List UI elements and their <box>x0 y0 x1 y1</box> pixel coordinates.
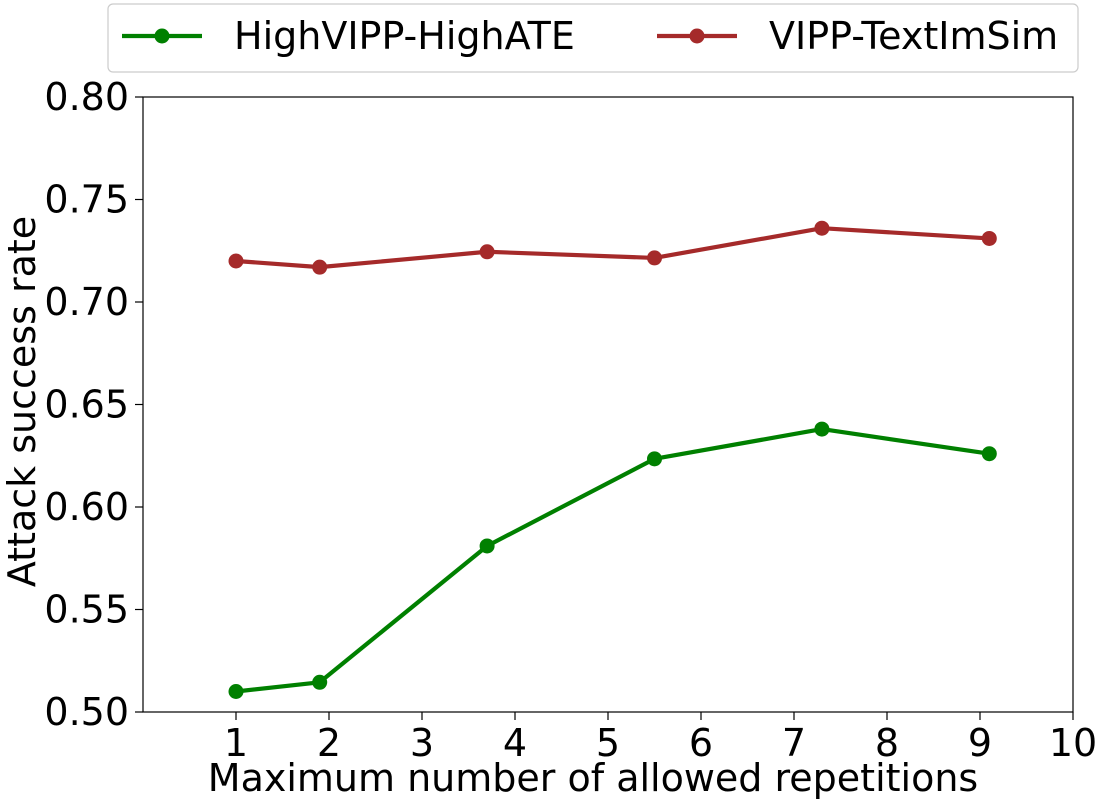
data-point <box>228 684 244 699</box>
series-layer <box>228 220 997 699</box>
data-point <box>647 250 662 266</box>
series-1 <box>228 421 997 699</box>
x-tick-label: 10 <box>1049 721 1097 765</box>
y-tick-label: 0.70 <box>44 280 129 324</box>
data-point <box>479 538 495 554</box>
series-line <box>233 427 992 694</box>
data-point <box>814 220 830 236</box>
x-tick-label: 3 <box>410 721 434 765</box>
x-axis: 1 2 3 4 5 6 7 8 9 10 <box>224 712 1097 765</box>
y-axis-title: Attack success rate <box>0 216 44 587</box>
x-tick-label: 5 <box>596 721 620 765</box>
series-2 <box>228 220 997 275</box>
x-tick-label: 9 <box>968 721 992 765</box>
data-point <box>647 451 662 467</box>
legend-label: HighVIPP-HighATE <box>234 14 575 58</box>
legend: HighVIPP-HighATE VIPP-TextImSim <box>107 3 1079 73</box>
x-tick-label: 7 <box>782 721 806 765</box>
legend-entry: HighVIPP-HighATE <box>122 14 575 58</box>
x-tick-label: 2 <box>317 721 341 765</box>
data-point <box>312 259 328 275</box>
series-line <box>233 226 992 270</box>
legend-label: VIPP-TextImSim <box>769 14 1058 58</box>
y-tick-label: 0.65 <box>44 383 129 427</box>
x-tick-label: 6 <box>689 721 713 765</box>
data-point <box>981 230 997 246</box>
data-point <box>228 253 244 269</box>
y-tick-label: 0.60 <box>44 485 129 529</box>
x-tick-label: 8 <box>875 721 899 765</box>
legend-entry: VIPP-TextImSim <box>657 14 1058 58</box>
legend-marker <box>689 28 705 44</box>
y-axis: 0.50 0.55 0.60 0.65 0.70 0.75 0.80 <box>44 75 143 734</box>
y-tick-label: 0.55 <box>44 588 129 632</box>
legend-marker <box>154 28 170 44</box>
data-point <box>479 244 495 260</box>
x-tick-label: 4 <box>503 721 527 765</box>
data-point <box>981 446 997 462</box>
y-tick-label: 0.50 <box>44 690 129 734</box>
y-tick-label: 0.75 <box>44 178 129 222</box>
plot-area <box>142 96 1074 713</box>
x-tick-label: 1 <box>224 721 248 765</box>
legend-box <box>107 3 1079 73</box>
y-tick-label: 0.80 <box>44 75 129 119</box>
data-point <box>814 421 830 437</box>
x-axis-title: Maximum number of allowed repetitions <box>208 756 978 800</box>
data-point <box>312 674 328 690</box>
